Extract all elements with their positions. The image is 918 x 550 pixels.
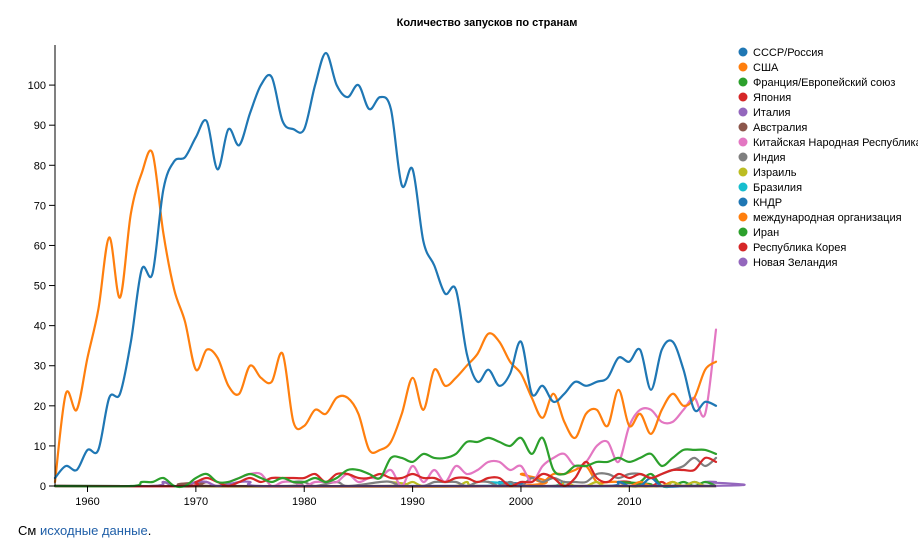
legend-label: международная организация [753, 212, 902, 224]
footer-prefix: См [18, 523, 40, 538]
legend-label: Япония [753, 92, 791, 104]
series-line-0 [53, 51, 718, 480]
legend-swatch [738, 77, 748, 87]
y-tick-label: 30 [34, 361, 46, 373]
y-tick-label: 90 [34, 120, 46, 132]
legend-swatch [738, 197, 748, 207]
series-lines-group [53, 51, 746, 489]
y-tick-label: 50 [34, 281, 46, 293]
y-tick-label: 10 [34, 441, 46, 453]
chart-title: Количество запусков по странам [397, 17, 578, 29]
y-tick-label: 70 [34, 200, 46, 212]
series-line-2 [53, 436, 718, 489]
legend-label: Франция/Европейский союз [753, 77, 895, 89]
series-line-6 [53, 328, 718, 488]
legend-label: СССР/Россия [753, 47, 823, 59]
legend-label: Иран [753, 227, 779, 239]
legend-label: Новая Зеландия [753, 257, 837, 269]
legend-swatch [738, 62, 748, 72]
legend-swatch [738, 122, 748, 132]
footer-suffix: . [147, 523, 152, 538]
series-line-3 [53, 456, 718, 488]
y-tick-label: 60 [34, 240, 46, 252]
legend-swatch [738, 182, 748, 192]
legend-label: Республика Корея [753, 242, 846, 254]
source-data-link[interactable]: исходные данные [39, 523, 148, 538]
y-tick-label: 20 [34, 401, 46, 413]
legend-label: КНДР [753, 197, 782, 209]
legend-swatch [738, 152, 748, 162]
y-axis: 0 10 20 30 40 50 60 70 80 90 100 [28, 45, 56, 493]
x-tick-label: 1960 [75, 496, 99, 508]
x-tick-label: 1980 [292, 496, 316, 508]
legend-swatch [738, 212, 748, 222]
legend-swatch [738, 107, 748, 117]
y-tick-label: 80 [34, 160, 46, 172]
legend-label: Индия [753, 152, 786, 164]
legend-label: США [753, 62, 779, 74]
legend-label: Израиль [753, 167, 797, 179]
x-tick-label: 2000 [509, 496, 533, 508]
legend: СССР/Россия США Франция/Европейский союз Яп… [738, 47, 918, 269]
legend-swatch [738, 47, 748, 57]
legend-label: Италия [753, 107, 791, 119]
y-tick-label: 100 [28, 80, 46, 92]
series-line-1 [53, 149, 718, 484]
x-tick-label: 1990 [400, 496, 424, 508]
legend-label: Бразилия [753, 182, 802, 194]
legend-swatch [738, 92, 748, 102]
x-axis: 1960 1970 1980 1990 2000 2010 [55, 485, 716, 508]
x-tick-label: 2010 [617, 496, 641, 508]
legend-swatch [738, 137, 748, 147]
legend-swatch [738, 227, 748, 237]
legend-swatch [738, 167, 748, 177]
footer-note: См исходные данные. [18, 523, 151, 538]
y-tick-label: 40 [34, 321, 46, 333]
y-tick-label: 0 [40, 481, 46, 493]
legend-swatch [738, 257, 748, 267]
legend-label: Китайская Народная Республика [753, 137, 918, 149]
legend-swatch [738, 242, 748, 252]
legend-label: Австралия [753, 122, 807, 134]
x-tick-label: 1970 [184, 496, 208, 508]
